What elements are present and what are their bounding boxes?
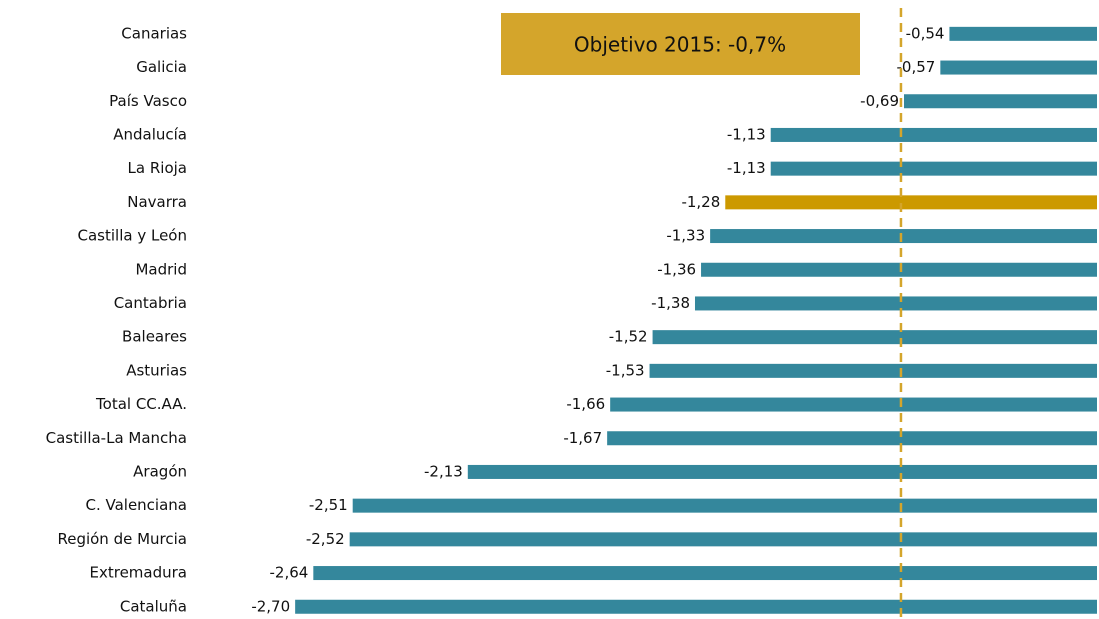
bar	[770, 161, 1097, 176]
bar	[467, 464, 1097, 479]
bar	[701, 262, 1097, 277]
annotation-text: Objetivo 2015: -0,7%	[574, 33, 786, 57]
value-label: -2,51	[309, 496, 348, 514]
category-label: Aragón	[133, 462, 187, 480]
value-label: -0,54	[906, 24, 945, 42]
bar	[295, 599, 1097, 614]
annotation-box	[501, 13, 860, 75]
value-label: -2,52	[306, 530, 345, 548]
category-label: Galicia	[136, 58, 187, 76]
value-label: -1,67	[563, 429, 602, 447]
plot-area	[295, 26, 1097, 614]
value-label: -1,13	[727, 125, 766, 143]
value-label: -2,70	[251, 597, 290, 615]
value-label: -1,66	[566, 395, 605, 413]
value-label: -1,28	[681, 193, 720, 211]
category-label: Canarias	[121, 24, 187, 42]
bar	[610, 397, 1097, 412]
category-label: Castilla-La Mancha	[46, 429, 187, 447]
value-label: -1,33	[666, 227, 705, 245]
bar	[940, 60, 1097, 75]
category-label: C. Valenciana	[85, 496, 187, 514]
bar	[770, 127, 1097, 142]
bar	[725, 195, 1097, 210]
category-label: Total CC.AA.	[95, 395, 187, 413]
category-label: Navarra	[127, 193, 187, 211]
category-label: Baleares	[122, 328, 187, 346]
bar	[903, 94, 1097, 109]
category-label: Región de Murcia	[57, 530, 187, 548]
category-label: La Rioja	[128, 159, 187, 177]
value-label: -2,64	[270, 564, 309, 582]
value-label: -1,52	[609, 328, 648, 346]
bar	[349, 532, 1097, 547]
bar	[352, 498, 1097, 513]
category-label: Cataluña	[120, 597, 187, 615]
bar	[607, 431, 1097, 446]
value-label: -0,69	[860, 92, 899, 110]
value-label: -1,53	[606, 361, 645, 379]
value-label: -1,13	[727, 159, 766, 177]
category-label: País Vasco	[109, 92, 187, 110]
category-label: Andalucía	[113, 125, 187, 143]
bar	[949, 26, 1097, 41]
value-label: -2,13	[424, 462, 463, 480]
category-label: Extremadura	[90, 564, 188, 582]
bar	[694, 296, 1097, 311]
value-label: -1,36	[657, 260, 696, 278]
bar	[652, 330, 1097, 345]
bar	[649, 363, 1097, 378]
category-label: Asturias	[126, 361, 187, 379]
category-label: Cantabria	[114, 294, 187, 312]
category-label: Madrid	[135, 260, 187, 278]
bar	[313, 566, 1097, 581]
value-label: -1,38	[651, 294, 690, 312]
value-label: -0,57	[897, 58, 936, 76]
bar	[710, 229, 1097, 244]
category-label: Castilla y León	[78, 227, 187, 245]
